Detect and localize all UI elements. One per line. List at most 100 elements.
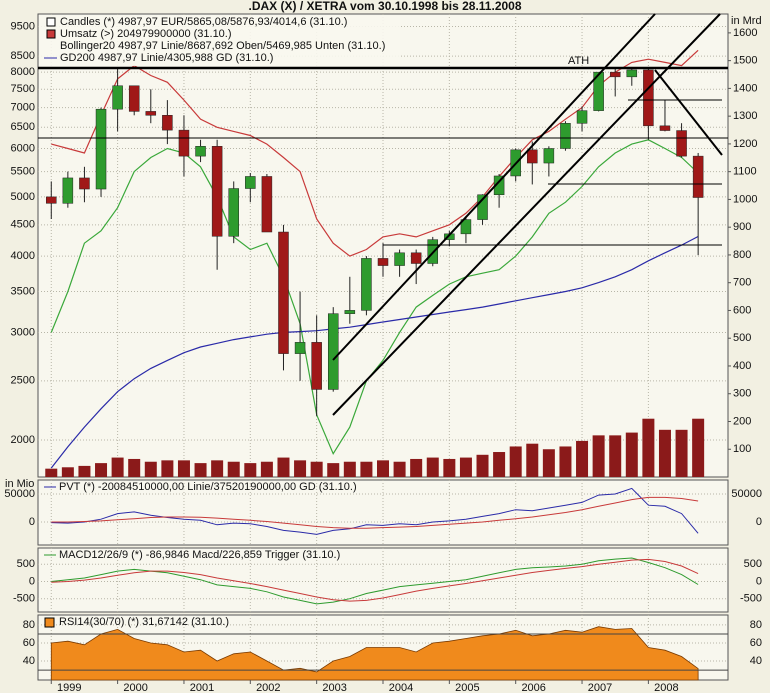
- volume-bar: [526, 443, 539, 477]
- y2-tick-label: 500: [733, 332, 751, 344]
- volume-bar: [592, 435, 605, 477]
- candle-body: [211, 146, 223, 237]
- volume-bar: [542, 449, 555, 477]
- y2-tick-label: 1200: [733, 138, 757, 150]
- legend-entry: Umsatz (>) 204979900000 (31.10.): [60, 28, 232, 40]
- line-series: [51, 496, 699, 529]
- candle-body: [195, 146, 206, 157]
- candle-body: [278, 231, 289, 354]
- volume-bar: [509, 446, 522, 477]
- volume-bar: [260, 461, 273, 477]
- y-tick-label: 80: [750, 619, 762, 631]
- y-tick-label: 7000: [11, 101, 35, 113]
- x-tick-label: 2005: [455, 682, 479, 693]
- x-tick-label: 2003: [322, 682, 346, 693]
- candle-body: [162, 115, 173, 131]
- y-tick-label: 6500: [11, 121, 35, 133]
- candle-body: [128, 85, 140, 112]
- volume-bar: [476, 454, 489, 477]
- volume-bar: [78, 465, 91, 477]
- volume-bar: [493, 452, 506, 477]
- y2-tick-label: 300: [733, 388, 751, 400]
- candle-body: [527, 149, 538, 164]
- candle-body: [676, 130, 687, 157]
- y2-tick-label: 800: [733, 249, 751, 261]
- channel-line: [332, 13, 656, 361]
- y-tick-label: -500: [740, 593, 762, 605]
- volume-bar: [45, 468, 58, 477]
- x-tick-label: 2004: [389, 682, 413, 693]
- candle-body: [560, 123, 571, 149]
- area: [50, 626, 699, 681]
- volume-bar: [343, 461, 356, 477]
- y-tick-label: 8000: [11, 66, 35, 78]
- y2-tick-label: 1100: [733, 166, 757, 178]
- legend-swatch: [46, 17, 56, 27]
- candle-body: [228, 188, 239, 237]
- volume-bar: [61, 467, 74, 477]
- volume-bar: [211, 460, 224, 477]
- x-tick-label: 2007: [588, 682, 612, 693]
- y-tick-label: 7500: [11, 83, 35, 95]
- line-series: [51, 557, 699, 605]
- line-series: [51, 487, 699, 535]
- volume-bar: [559, 446, 572, 477]
- candle-body: [477, 194, 488, 220]
- volume-bar: [377, 460, 389, 477]
- candle-body: [327, 313, 339, 390]
- candle-body: [410, 252, 422, 264]
- volume-bar: [625, 432, 638, 477]
- candle-body: [145, 111, 157, 116]
- volume-bar: [111, 457, 124, 477]
- y-tick-label: 0: [29, 575, 35, 587]
- volume-bar: [642, 418, 655, 477]
- y-tick-label: 60: [23, 637, 35, 649]
- y-tick-label: 5000: [11, 191, 35, 203]
- candle-body: [344, 310, 356, 314]
- panel-legend: MACD12/26/9 (*) -86,9846 Macd/226,859 Tr…: [59, 549, 340, 561]
- y2-tick-label: 1600: [733, 27, 757, 39]
- y2-tick-label: 700: [733, 277, 751, 289]
- y-tick-label: 0: [756, 516, 762, 528]
- y-tick-label: 80: [23, 619, 35, 631]
- volume-bar: [310, 461, 323, 477]
- y-tick-label: 3500: [11, 285, 35, 297]
- volume-bar: [692, 418, 705, 477]
- candle-body: [112, 85, 123, 110]
- y-tick-label: 40: [23, 655, 35, 667]
- x-tick-label: 2000: [123, 682, 147, 693]
- candle-body: [361, 258, 372, 311]
- y-tick-label: 40: [750, 655, 762, 667]
- candle-body: [62, 177, 74, 204]
- chart-title: .DAX (X) / XETRA vom 30.10.1998 bis 28.1…: [248, 0, 521, 13]
- y-tick-label: -500: [13, 593, 35, 605]
- y-tick-label: 60: [750, 637, 762, 649]
- candle-body: [245, 176, 256, 189]
- y-tick-label: 0: [29, 516, 35, 528]
- candle-body: [460, 219, 472, 235]
- volume-bar: [675, 429, 688, 477]
- legend-box: [40, 16, 400, 66]
- trend-lines: [38, 13, 728, 416]
- volume-bar: [393, 461, 406, 477]
- volume-bar: [95, 463, 108, 477]
- legend-entry: Bollinger20 4987,97 Linie/8687,692 Oben/…: [60, 40, 385, 52]
- panel-legend: RSI14(30/70) (*) 31,67142 (31.10.): [59, 616, 229, 628]
- line-series: [51, 49, 699, 257]
- x-tick-label: 1999: [57, 682, 81, 693]
- y-label: in Mio: [5, 478, 34, 490]
- x-tick-label: 2006: [521, 682, 545, 693]
- candle-body: [543, 148, 555, 164]
- y2-tick-label: 1500: [733, 55, 757, 67]
- volume-bar: [327, 463, 340, 477]
- annotation: ATH: [568, 55, 589, 67]
- candle-body: [377, 258, 389, 266]
- volume-bar: [194, 463, 207, 477]
- candle-body: [261, 176, 273, 233]
- candle-body: [626, 69, 638, 78]
- volume-bar: [277, 457, 290, 477]
- x-tick-label: 2008: [654, 682, 678, 693]
- volume-bar: [161, 460, 174, 477]
- y-tick-label: 2500: [11, 375, 35, 387]
- y-tick-label: 6000: [11, 142, 35, 154]
